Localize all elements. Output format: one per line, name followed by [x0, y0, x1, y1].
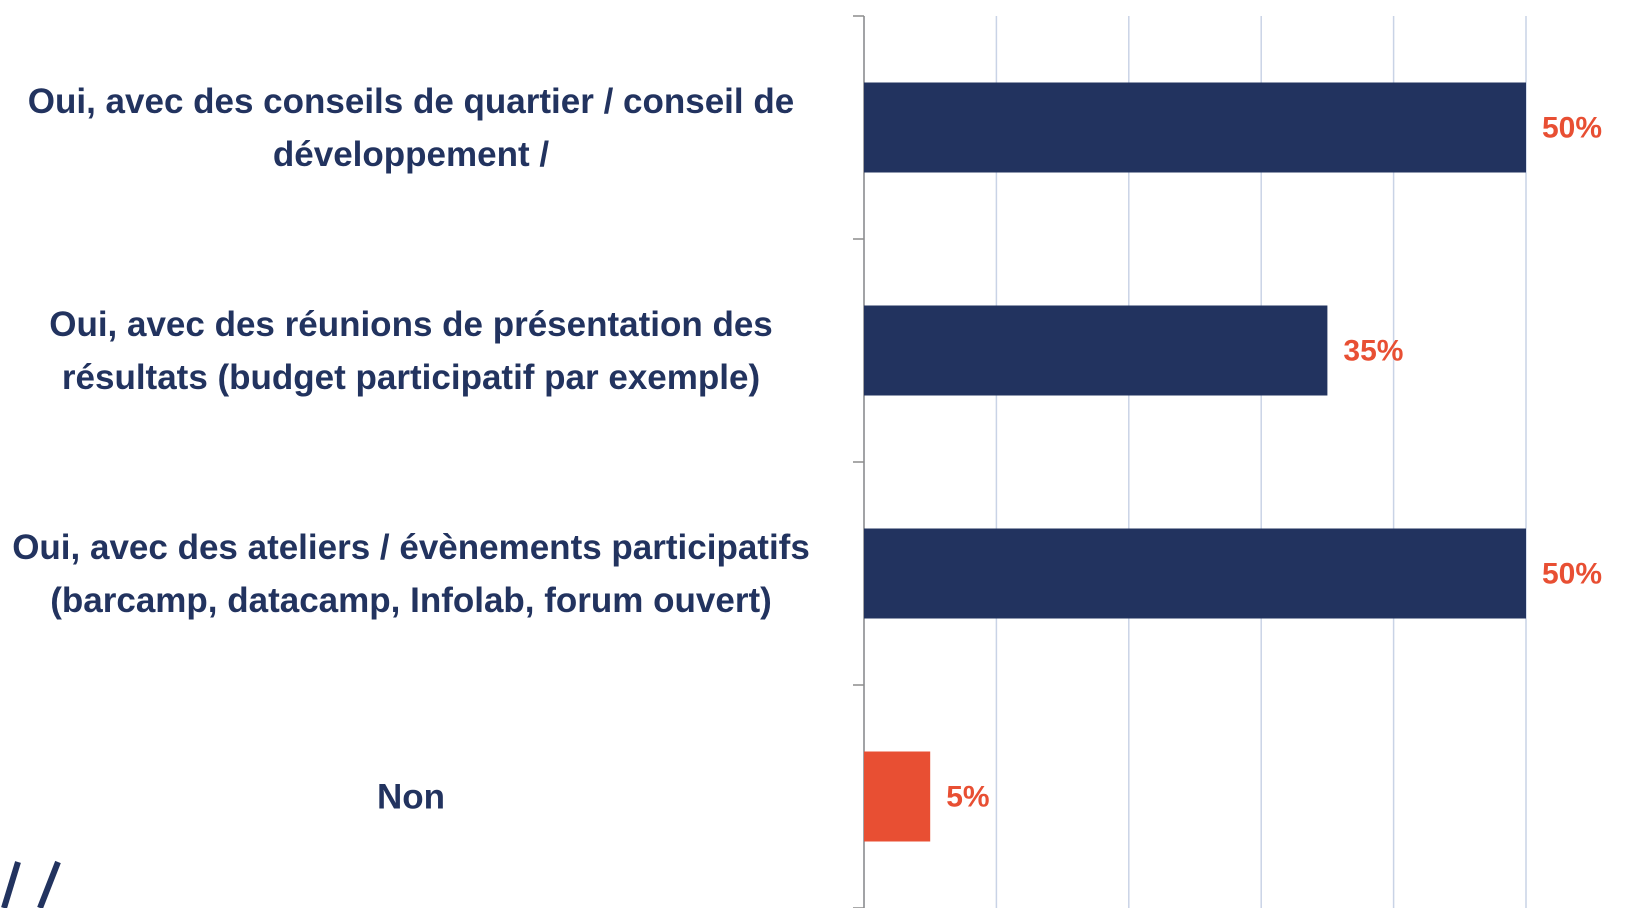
category-label: Oui, avec des ateliers / évènements part…: [12, 527, 810, 620]
bar: [864, 305, 1328, 396]
value-label: 50%: [1542, 111, 1602, 144]
bar: [864, 751, 931, 842]
decoration-slash: [1, 861, 21, 908]
marks: 50% 35% 50% 5%: [864, 82, 1602, 842]
decoration-slash: [37, 860, 61, 908]
bar: [864, 528, 1526, 619]
value-label: 50%: [1542, 557, 1602, 590]
value-label: 35%: [1343, 334, 1403, 367]
bar: [864, 82, 1526, 173]
category-label: Oui, avec des conseils de quartier / con…: [27, 81, 795, 174]
category-label: Non: [376, 777, 446, 816]
category-label: Oui, avec des réunions de présentation d…: [49, 304, 773, 397]
value-label: 5%: [946, 780, 989, 813]
